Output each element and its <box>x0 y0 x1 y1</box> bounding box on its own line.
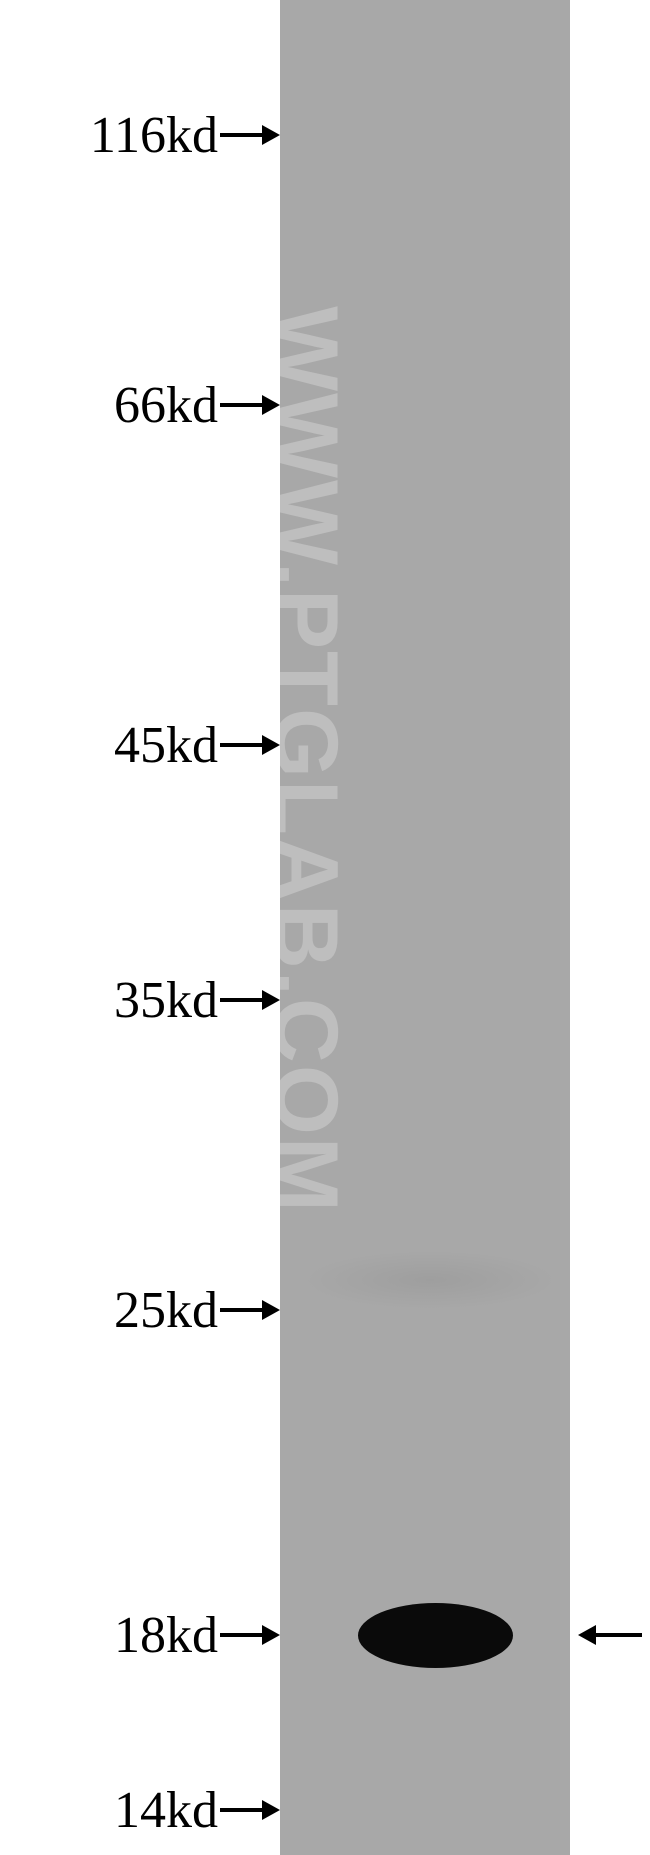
mw-label: 35kd <box>114 971 218 1030</box>
mw-label: 116kd <box>90 106 218 165</box>
arrow-right-icon <box>220 735 278 755</box>
result-indicator-arrow <box>580 1625 642 1645</box>
arrow-right-icon <box>220 990 278 1010</box>
lane-smudge <box>300 1250 560 1310</box>
mw-marker-45kd: 45kd <box>0 715 278 775</box>
mw-label: 18kd <box>114 1606 218 1665</box>
arrow-right-icon <box>220 125 278 145</box>
watermark-text: WWW.PTGLAB.COM <box>280 306 357 1214</box>
protein-band <box>358 1603 513 1668</box>
arrow-right-icon <box>220 1800 278 1820</box>
blot-figure: WWW.PTGLAB.COM 116kd 66kd 45kd 35kd 25kd <box>0 0 650 1855</box>
arrow-right-icon <box>220 1300 278 1320</box>
mw-marker-14kd: 14kd <box>0 1780 278 1840</box>
arrow-right-icon <box>220 1625 278 1645</box>
mw-label: 25kd <box>114 1281 218 1340</box>
mw-marker-35kd: 35kd <box>0 970 278 1030</box>
blot-lane: WWW.PTGLAB.COM <box>280 0 570 1855</box>
mw-marker-25kd: 25kd <box>0 1280 278 1340</box>
arrow-left-icon <box>580 1625 642 1645</box>
mw-label: 45kd <box>114 716 218 775</box>
mw-marker-66kd: 66kd <box>0 375 278 435</box>
arrow-right-icon <box>220 395 278 415</box>
mw-label: 14kd <box>114 1781 218 1840</box>
mw-label: 66kd <box>114 376 218 435</box>
mw-marker-116kd: 116kd <box>0 105 278 165</box>
mw-marker-18kd: 18kd <box>0 1605 278 1665</box>
